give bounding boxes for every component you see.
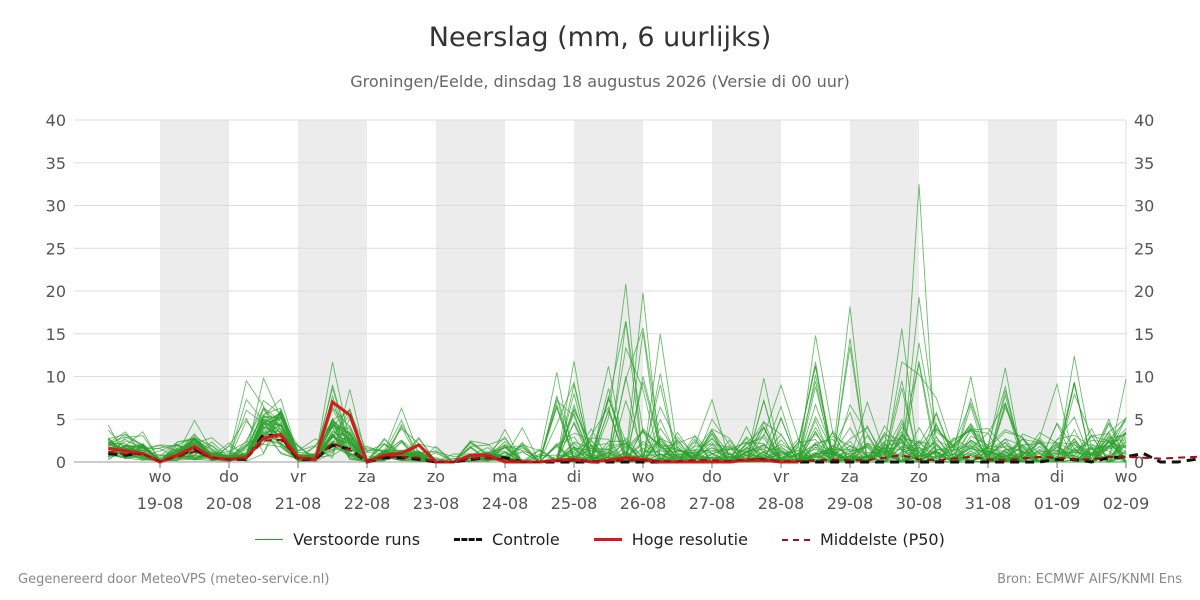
x-tick-day: wo [1115,467,1138,486]
x-tick-date: 01-09 [1034,494,1081,513]
y-tick-label-left: 15 [46,325,66,344]
y-tick-label-left: 10 [46,368,66,387]
legend-label-ensemble: Verstoorde runs [293,530,421,549]
x-tick-day: ma [492,467,517,486]
y-tick-label-right: 25 [1134,239,1154,258]
x-tick-date: 02-09 [1103,494,1150,513]
ensemble-line [108,372,1127,463]
x-tick-day: za [841,467,859,486]
x-tick-day: do [702,467,722,486]
y-tick-label-right: 5 [1134,410,1144,429]
y-tick-label-left: 5 [56,410,66,429]
legend-swatch-control [454,538,483,541]
x-tick-day: di [567,467,582,486]
legend-label-high-res: Hoge resolutie [631,530,748,549]
footer-source: Bron: ECMWF AIFS/KNMI Ens [997,572,1182,587]
legend-item-median[interactable]: Middelste (P50) [781,530,945,549]
chart-title: Neerslag (mm, 6 uurlijks) [428,22,772,53]
x-tick-date: 30-08 [896,494,943,513]
chart-subtitle: Groningen/Eelde, dinsdag 18 augustus 202… [350,72,850,91]
x-tick-date: 26-08 [620,494,667,513]
ensemble-line [108,376,1127,463]
y-tick-label-left: 35 [46,154,66,173]
x-tick-date: 31-08 [965,494,1012,513]
x-tick-date: 25-08 [551,494,598,513]
x-tick-date: 22-08 [344,494,391,513]
y-tick-label-left: 0 [56,453,66,472]
median-line [108,438,1200,463]
legend-swatch-ensemble [255,539,284,540]
footer-credit: Gegenereerd door MeteoVPS (meteo-service… [18,572,330,587]
x-tick-date: 19-08 [137,494,184,513]
x-tick-day: vr [773,467,789,486]
chart-legend: Verstoorde runs Controle Hoge resolutie … [0,530,1200,549]
x-tick-day: di [1050,467,1065,486]
y-tick-label-right: 0 [1134,453,1144,472]
x-tick-date: 29-08 [827,494,874,513]
legend-item-high-res[interactable]: Hoge resolutie [593,530,748,549]
y-tick-label-right: 35 [1134,154,1154,173]
x-tick-day: vr [290,467,306,486]
y-tick-label-right: 40 [1134,111,1154,130]
x-tick-day: ma [975,467,1000,486]
y-tick-label-left: 20 [46,282,66,301]
x-tick-date: 24-08 [482,494,529,513]
x-tick-date: 20-08 [206,494,253,513]
x-tick-day: zo [427,467,445,486]
y-tick-label-right: 15 [1134,325,1154,344]
legend-swatch-high-res [593,538,622,541]
y-tick-label-left: 40 [46,111,66,130]
x-tick-day: zo [910,467,928,486]
y-tick-label-left: 25 [46,239,66,258]
y-tick-label-right: 20 [1134,282,1154,301]
x-tick-date: 23-08 [413,494,460,513]
y-tick-label-right: 30 [1134,197,1154,216]
x-tick-day: do [219,467,239,486]
x-tick-day: wo [149,467,172,486]
legend-swatch-median [781,538,810,541]
x-tick-day: wo [632,467,655,486]
y-tick-label-left: 30 [46,197,66,216]
x-tick-day: za [358,467,376,486]
y-tick-label-right: 10 [1134,368,1154,387]
legend-label-control: Controle [492,530,560,549]
legend-item-control[interactable]: Controle [454,530,560,549]
x-tick-date: 27-08 [689,494,736,513]
legend-label-median: Middelste (P50) [819,530,945,549]
legend-item-ensemble[interactable]: Verstoorde runs [255,530,420,549]
ensemble-line [108,409,1127,463]
x-tick-date: 21-08 [275,494,322,513]
x-tick-date: 28-08 [758,494,805,513]
